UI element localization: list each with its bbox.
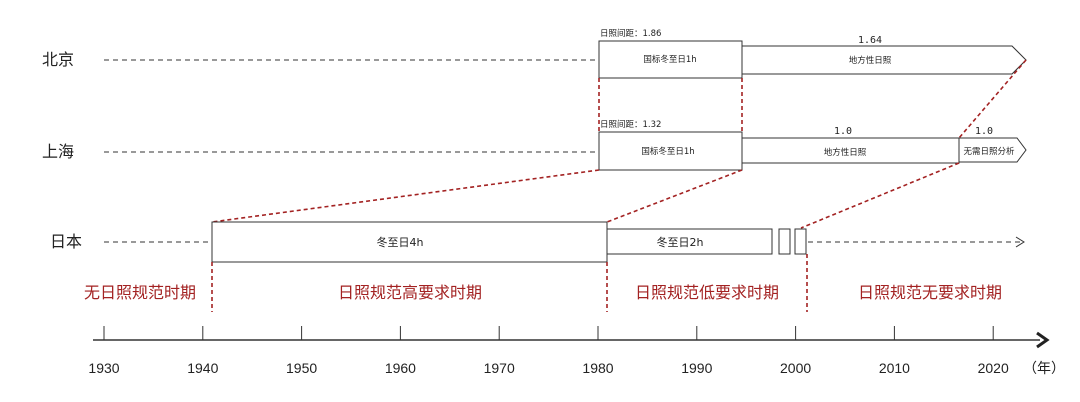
japan-box-4h-text: 冬至日4h (377, 235, 424, 249)
row-label-japan: 日本 (50, 232, 82, 251)
shanghai-arrow-text: 无需日照分析 (963, 146, 1015, 157)
japan-box-4h (211, 221, 608, 263)
tick-label-1970: 1970 (484, 360, 515, 376)
shanghai-spacing-label: 日照间距：1.32 (600, 120, 661, 130)
tick-label-2010: 2010 (879, 360, 910, 376)
beijing-arrow-text: 地方性日照 (849, 55, 892, 66)
japan-small-box-1 (778, 228, 791, 255)
tick-label-2020: 2020 (978, 360, 1009, 376)
shanghai-box-national-text: 国标冬至日1h (641, 146, 694, 157)
tick-label-2000: 2000 (780, 360, 811, 376)
shanghai-box-local (741, 137, 960, 164)
beijing-box-national-text: 国标冬至日1h (643, 54, 696, 65)
japan-arrowhead (1015, 236, 1025, 248)
shanghai-box-local-text: 地方性日照 (824, 147, 867, 158)
shanghai-box-local-value: 1.0 (834, 126, 852, 137)
tick-label-1930: 1930 (88, 360, 119, 376)
connector-sh-jp-right (606, 169, 743, 223)
shanghai-arrow-value: 1.0 (975, 126, 993, 137)
time-axis-arrowhead (1036, 331, 1050, 349)
tick-label-1950: 1950 (286, 360, 317, 376)
time-axis-ticks: 1930 1940 1950 1960 1970 1980 1990 2000 2010 2020 (88, 326, 1009, 376)
tick-label-1940: 1940 (187, 360, 218, 376)
period-label-no-requirement: 日照规范无要求时期 (858, 283, 1002, 302)
tick-label-1980: 1980 (582, 360, 613, 376)
japan-small-box-2 (794, 228, 807, 255)
shanghai-box-national (598, 131, 743, 171)
connector-sh-jp-arrow (800, 162, 960, 229)
beijing-arrow-value: 1.64 (858, 35, 882, 46)
connector-sh-jp-left (211, 169, 600, 223)
period-label-low: 日照规范低要求时期 (635, 283, 779, 302)
row-label-shanghai: 上海 (42, 142, 74, 161)
connector-bj-sh-arrow (958, 59, 1027, 139)
tick-label-1990: 1990 (681, 360, 712, 376)
tick-label-1960: 1960 (385, 360, 416, 376)
time-axis-unit: （年） (1023, 361, 1065, 377)
japan-box-2h-text: 冬至日2h (657, 235, 704, 249)
shanghai-arrow-none (958, 137, 1027, 163)
row-label-beijing: 北京 (42, 50, 74, 69)
beijing-box-national (598, 40, 743, 79)
period-label-high: 日照规范高要求时期 (338, 283, 482, 302)
beijing-spacing-label: 日照间距：1.86 (600, 29, 661, 39)
period-label-none: 无日照规范时期 (84, 283, 196, 302)
japan-box-2h (606, 228, 773, 255)
